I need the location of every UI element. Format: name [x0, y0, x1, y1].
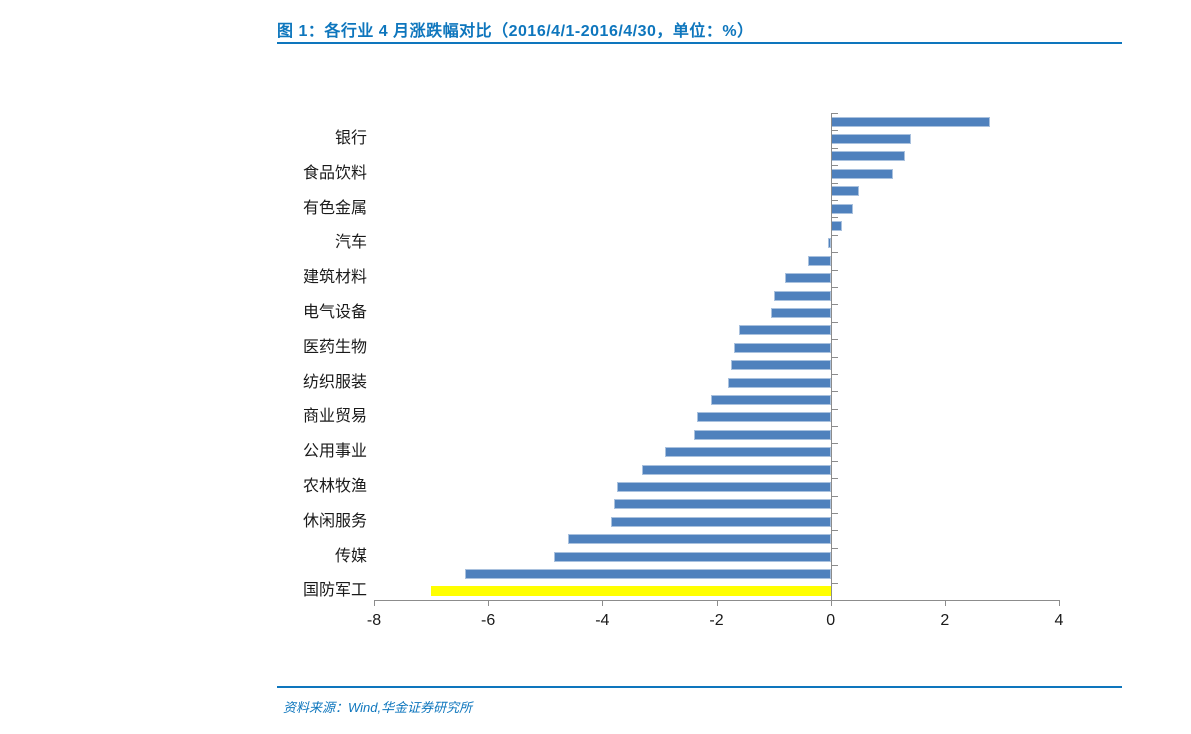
x-tick	[602, 600, 604, 606]
category-tick	[830, 391, 838, 393]
category-label: 休闲服务	[302, 512, 367, 530]
category-tick	[830, 234, 838, 236]
category-tick	[830, 460, 838, 462]
x-tick-label: -4	[595, 612, 610, 629]
category-tick	[830, 356, 838, 358]
bar	[642, 464, 831, 475]
category-tick	[830, 252, 838, 254]
bar	[727, 377, 831, 388]
x-tick-label: -8	[366, 612, 382, 629]
category-tick	[830, 408, 838, 410]
bar	[730, 360, 831, 371]
category-tick	[830, 513, 838, 515]
category-tick	[830, 147, 838, 149]
category-label: 商业贸易	[302, 408, 367, 426]
bar	[739, 325, 831, 336]
bar	[613, 499, 831, 510]
category-tick	[830, 547, 838, 549]
category-tick	[830, 582, 838, 584]
bar	[665, 447, 831, 458]
category-tick	[830, 321, 838, 323]
bar	[827, 238, 831, 249]
category-tick	[830, 426, 838, 428]
bar	[733, 342, 831, 353]
category-label: 公用事业	[302, 443, 367, 461]
bar	[568, 534, 831, 545]
bar	[696, 412, 831, 423]
category-tick	[830, 199, 838, 201]
category-label: 建筑材料	[302, 269, 367, 287]
category-label: 银行	[334, 130, 367, 148]
category-tick	[830, 373, 838, 375]
bar	[553, 551, 831, 562]
bar	[830, 168, 894, 179]
bar	[830, 116, 991, 127]
footer-rule	[277, 686, 1122, 688]
category-tick	[830, 530, 838, 532]
x-tick	[830, 600, 832, 606]
bar	[693, 429, 831, 440]
x-tick	[374, 600, 375, 606]
bar	[610, 516, 831, 527]
category-label: 汽车	[334, 234, 367, 252]
bar	[807, 255, 831, 266]
x-tick	[944, 600, 946, 606]
category-label: 农林牧渔	[302, 477, 367, 495]
bar	[785, 273, 831, 284]
bar	[710, 394, 831, 405]
x-tick	[488, 600, 490, 606]
bar	[830, 221, 843, 232]
x-tick-label: -6	[481, 612, 496, 629]
category-tick	[830, 339, 838, 341]
bar	[830, 151, 905, 162]
category-tick	[830, 478, 838, 480]
category-tick	[830, 130, 838, 132]
bar	[830, 203, 854, 214]
x-tick-label: -2	[709, 612, 724, 629]
x-tick	[1059, 600, 1060, 606]
category-label: 有色金属	[302, 199, 367, 217]
category-tick	[830, 165, 838, 167]
category-tick	[830, 113, 838, 114]
category-label: 传媒	[334, 547, 367, 565]
figure-title: 图 1：各行业 4 月涨跌幅对比（2016/4/1-2016/4/30，单位：%…	[277, 23, 754, 40]
title-rule	[277, 42, 1122, 44]
category-tick	[830, 304, 838, 306]
category-label: 电气设备	[302, 304, 367, 322]
bar	[770, 308, 831, 319]
x-tick-label: 2	[940, 612, 950, 629]
category-tick	[830, 443, 838, 445]
x-tick-label: 4	[1054, 612, 1064, 629]
bar	[773, 290, 831, 301]
source-text: 资料来源：Wind,华金证券研究所	[283, 700, 473, 715]
bar-highlight	[431, 586, 831, 597]
category-label: 医药生物	[302, 338, 367, 356]
category-tick	[830, 182, 838, 184]
bar	[830, 134, 911, 145]
category-tick	[830, 286, 838, 288]
category-tick	[830, 495, 838, 497]
bar	[616, 481, 831, 492]
category-label: 国防军工	[302, 582, 367, 600]
bar	[465, 568, 831, 579]
x-tick-label: 0	[826, 612, 836, 629]
category-tick	[830, 269, 838, 271]
bar	[830, 186, 860, 197]
x-tick	[716, 600, 718, 606]
category-tick	[830, 217, 838, 219]
category-label: 纺织服装	[302, 373, 367, 391]
category-label: 食品饮料	[302, 164, 367, 182]
category-tick	[830, 565, 838, 567]
